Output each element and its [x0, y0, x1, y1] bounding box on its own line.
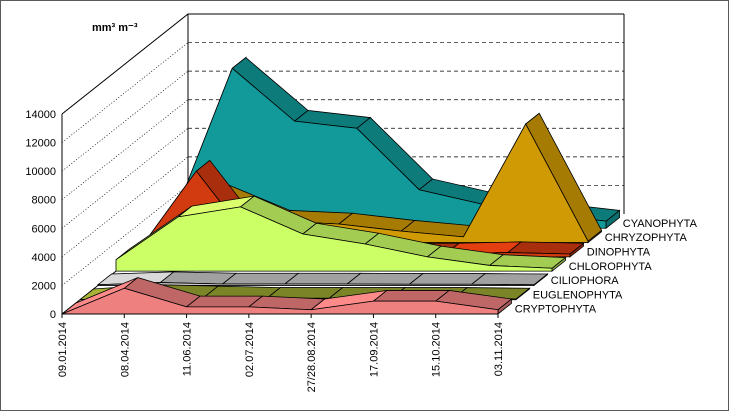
x-tick-label: 17.09.2014 — [368, 322, 380, 377]
series-area-chlorophyta — [115, 206, 553, 272]
x-tick-label: 02.07.2014 — [244, 322, 256, 377]
gridline-wall — [61, 99, 189, 200]
series-label-cyanophyta: CYANOPHYTA — [623, 218, 698, 230]
series-label-euglenophyta: EUGLENOPHYTA — [533, 289, 623, 301]
y-tick-label: 14000 — [25, 109, 56, 121]
x-tick-label: 08.04.2014 — [119, 322, 131, 377]
y-unit-label: mm³ m⁻³ — [92, 22, 138, 34]
series-label-cryptophyta: CRYPTOPHYTA — [515, 304, 597, 316]
wall-top-edge — [61, 13, 624, 115]
y-tick-label: 10000 — [25, 166, 56, 178]
y-tick-label: 8000 — [32, 195, 56, 207]
series-label-dinophyta: DINOPHYTA — [587, 247, 651, 259]
series-label-ciliophora: CILIOPHORA — [551, 275, 620, 287]
series-area-cryptophyta — [61, 287, 499, 315]
x-tick-label: 27/28.08.2014 — [306, 322, 318, 392]
series-area-cyanophyta — [169, 67, 607, 229]
y-tick-label: 4000 — [32, 252, 56, 264]
x-tick-label: 11.06.2014 — [182, 322, 194, 376]
x-tick-label: 09.01.2014 — [57, 322, 69, 377]
gridline-wall — [61, 42, 189, 143]
y-tick-label: 6000 — [32, 223, 56, 235]
series-top-dinophyta — [506, 241, 585, 255]
series-label-chlorophyta: CHLOROPHYTA — [569, 261, 653, 273]
x-tick-label: 15.10.2014 — [431, 322, 443, 377]
y-tick-label: 2000 — [32, 280, 56, 292]
series-top-ciliophora — [470, 273, 549, 286]
x-tick-label: 03.11.2014 — [493, 322, 505, 376]
y-tick-label: 12000 — [25, 138, 56, 150]
y-tick-label: 0 — [50, 309, 56, 321]
series-label-chryzophyta: CHRYZOPHYTA — [605, 232, 688, 244]
gridline-wall — [61, 70, 189, 172]
